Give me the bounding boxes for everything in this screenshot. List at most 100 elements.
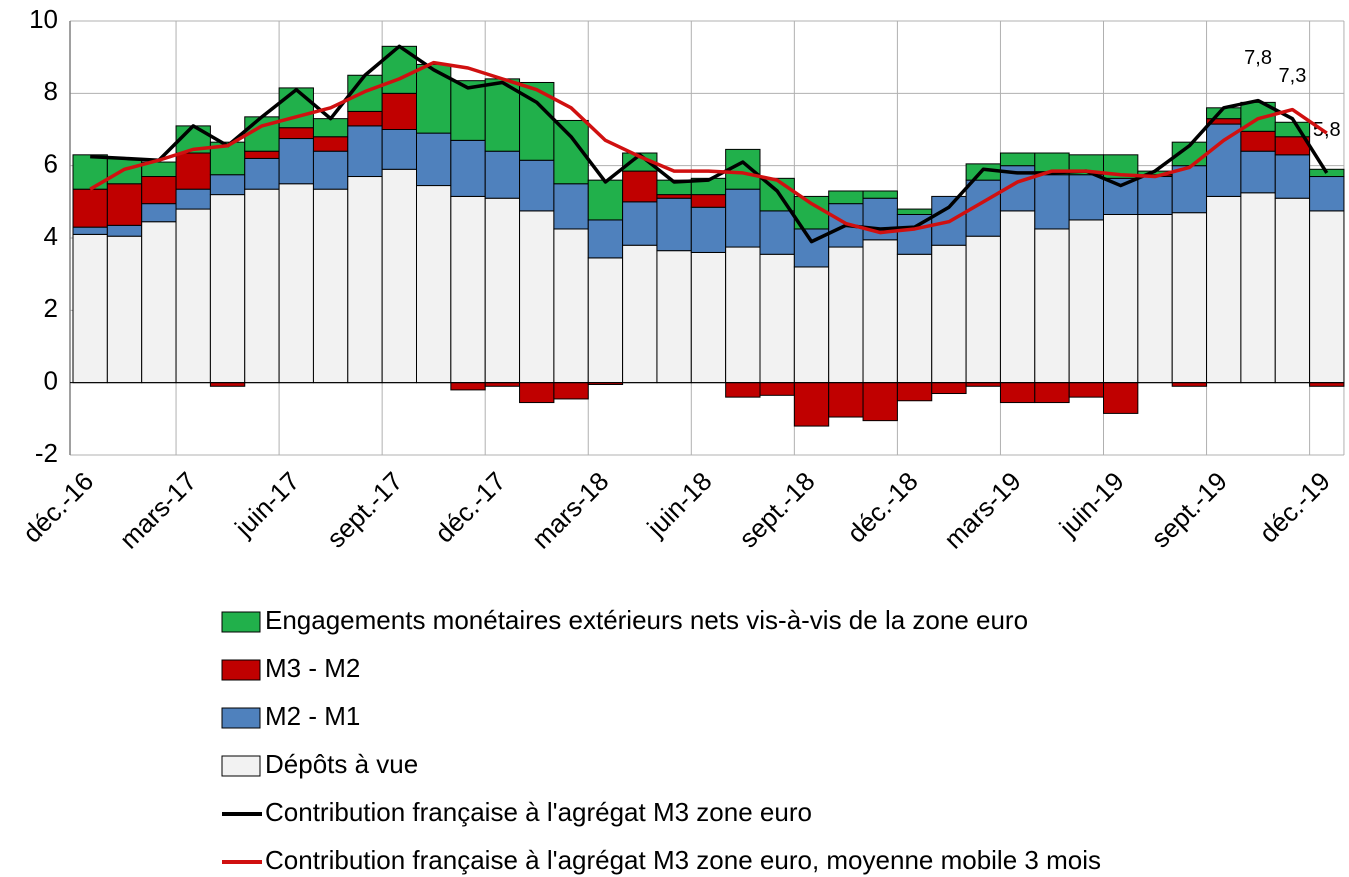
bar bbox=[931, 244, 967, 384]
x-tick-label: déc.-17 bbox=[429, 466, 512, 549]
bar bbox=[347, 176, 383, 384]
y-tick-label: 4 bbox=[44, 221, 58, 251]
bar bbox=[1309, 210, 1345, 384]
bar bbox=[450, 382, 486, 391]
legend-label: Engagements monétaires extérieurs nets v… bbox=[265, 605, 1028, 635]
bar bbox=[965, 382, 1001, 387]
bar bbox=[416, 132, 452, 187]
data-label: 5,8 bbox=[1313, 119, 1341, 141]
bar bbox=[1068, 174, 1105, 221]
bar bbox=[1171, 382, 1208, 387]
line bbox=[90, 44, 1329, 244]
bar bbox=[1309, 168, 1345, 178]
bar bbox=[278, 183, 314, 384]
bar bbox=[244, 188, 280, 384]
bar bbox=[312, 188, 349, 384]
bar bbox=[484, 382, 521, 387]
bar bbox=[484, 197, 521, 384]
bar bbox=[209, 174, 246, 196]
bar bbox=[999, 382, 1036, 404]
bar bbox=[1068, 219, 1105, 384]
y-tick-label: 0 bbox=[44, 366, 58, 396]
legend-label: Contribution française à l'agrégat M3 zo… bbox=[265, 797, 812, 827]
bar bbox=[106, 183, 143, 226]
x-tick-label: sept.-18 bbox=[733, 466, 821, 554]
legend-label: M2 - M1 bbox=[265, 701, 360, 731]
bar bbox=[690, 206, 727, 253]
bar bbox=[725, 188, 761, 248]
x-tick-label: mars-18 bbox=[526, 466, 615, 555]
y-tick-label: -2 bbox=[35, 438, 58, 468]
bar bbox=[381, 129, 417, 170]
bar bbox=[1103, 382, 1139, 414]
bar bbox=[828, 382, 864, 418]
legend-label: Contribution française à l'agrégat M3 zo… bbox=[265, 845, 1101, 875]
bar bbox=[175, 188, 211, 210]
bar bbox=[312, 150, 349, 190]
bar bbox=[519, 210, 555, 384]
bar bbox=[450, 80, 486, 141]
legend-label: Dépôts à vue bbox=[265, 749, 418, 779]
bar bbox=[347, 125, 383, 178]
bar bbox=[106, 235, 143, 384]
bar bbox=[725, 246, 761, 384]
bar bbox=[141, 203, 177, 223]
bar bbox=[656, 250, 692, 384]
bar bbox=[725, 382, 761, 398]
bar bbox=[450, 195, 486, 384]
bar bbox=[1034, 382, 1070, 404]
bar bbox=[1240, 130, 1276, 152]
data-label: 7,8 bbox=[1244, 47, 1272, 69]
bar bbox=[1206, 195, 1242, 384]
bar bbox=[759, 253, 795, 384]
legend-label: M3 - M2 bbox=[265, 653, 360, 683]
bar bbox=[1137, 213, 1173, 384]
x-tick-label: juin-17 bbox=[228, 466, 305, 543]
bar bbox=[759, 382, 795, 396]
bar bbox=[896, 253, 933, 384]
legend-swatch bbox=[221, 755, 261, 777]
bar bbox=[587, 179, 624, 221]
x-tick-label: sept.-17 bbox=[321, 466, 409, 554]
bar bbox=[72, 226, 108, 235]
x-tick-label: mars-17 bbox=[114, 466, 203, 555]
bar bbox=[553, 382, 589, 400]
bar bbox=[587, 257, 624, 384]
bar bbox=[72, 188, 108, 228]
bar bbox=[141, 176, 177, 205]
x-tick-label: juin-19 bbox=[1053, 466, 1130, 543]
bar bbox=[931, 382, 967, 395]
legend-swatch bbox=[221, 707, 261, 729]
x-tick-label: déc.-16 bbox=[17, 466, 100, 549]
bar bbox=[381, 92, 417, 131]
y-tick-label: 8 bbox=[44, 76, 58, 106]
bar bbox=[1309, 176, 1345, 212]
bar bbox=[999, 210, 1036, 384]
bar bbox=[175, 152, 211, 190]
bar bbox=[416, 185, 452, 384]
bar bbox=[1309, 382, 1345, 387]
bar bbox=[484, 150, 521, 199]
bar bbox=[999, 152, 1036, 167]
bar bbox=[519, 159, 555, 212]
x-tick-label: sept.-19 bbox=[1145, 466, 1233, 554]
bar bbox=[1206, 123, 1242, 197]
bar bbox=[1034, 228, 1070, 384]
bar bbox=[312, 118, 349, 138]
legend-swatch bbox=[221, 611, 261, 633]
bar bbox=[553, 228, 589, 384]
bar bbox=[1274, 197, 1311, 384]
x-tick-label: déc.-19 bbox=[1253, 466, 1336, 549]
x-tick-label: déc.-18 bbox=[841, 466, 924, 549]
bar bbox=[862, 239, 898, 384]
bar bbox=[278, 138, 314, 185]
bar bbox=[690, 251, 727, 384]
bar bbox=[1240, 192, 1276, 384]
bar bbox=[1068, 382, 1105, 398]
bar bbox=[759, 210, 795, 255]
bar bbox=[828, 246, 864, 384]
bar bbox=[896, 382, 933, 402]
bar bbox=[244, 150, 280, 159]
bar bbox=[1137, 176, 1173, 215]
